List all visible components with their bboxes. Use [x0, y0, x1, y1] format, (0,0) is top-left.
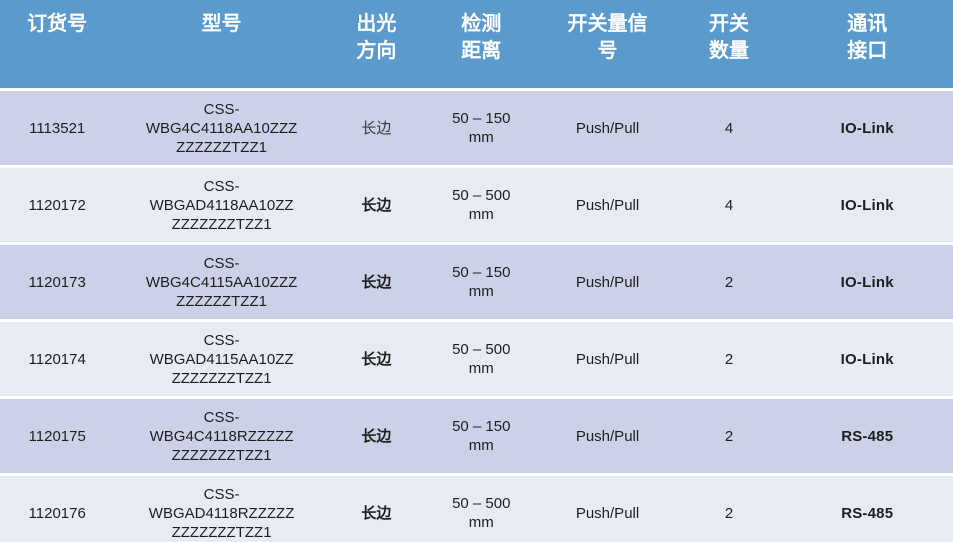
cell-detection-distance: 50 – 500 mm — [424, 168, 539, 242]
cell-detection-distance: 50 – 500 mm — [424, 476, 539, 542]
column-header-5: 开关量信 号 — [538, 0, 677, 88]
table-row: 1120175 CSS- WBG4C4118RZZZZZ ZZZZZZZTZZ1… — [0, 399, 953, 473]
cell-switch-signal: Push/Pull — [538, 476, 677, 542]
column-header-6: 开关 数量 — [676, 0, 782, 88]
cell-comm-interface: RS-485 — [781, 399, 953, 473]
cell-comm-interface: IO-Link — [781, 245, 953, 319]
column-header-4: 检测 距离 — [424, 0, 539, 88]
cell-comm-interface: IO-Link — [781, 168, 953, 242]
cell-switch-signal: Push/Pull — [538, 91, 677, 165]
cell-comm-interface: IO-Link — [781, 91, 953, 165]
cell-switch-count: 2 — [676, 322, 782, 396]
cell-switch-count: 2 — [676, 476, 782, 542]
cell-switch-count: 2 — [676, 245, 782, 319]
cell-switch-count: 4 — [676, 168, 782, 242]
cell-switch-signal: Push/Pull — [538, 322, 677, 396]
cell-switch-count: 2 — [676, 399, 782, 473]
cell-model: CSS- WBGAD4115AA10ZZ ZZZZZZZTZZ1 — [114, 322, 329, 396]
cell-order-number: 1120173 — [0, 245, 115, 319]
table-header: 订货号 型号 出光 方向 检测 距离 开关量信 号开关 数量 通讯 接口 — [0, 0, 953, 88]
cell-model: CSS- WBGAD4118RZZZZZ ZZZZZZZTZZ1 — [114, 476, 329, 542]
cell-light-direction: 长边 — [328, 322, 425, 396]
table-row: 1120172 CSS- WBGAD4118AA10ZZ ZZZZZZZTZZ1… — [0, 168, 953, 242]
cell-order-number: 1120174 — [0, 322, 115, 396]
cell-switch-signal: Push/Pull — [538, 245, 677, 319]
table-row: 1120173 CSS- WBG4C4115AA10ZZZ ZZZZZZTZZ1… — [0, 245, 953, 319]
column-header-7: 通讯 接口 — [781, 0, 953, 88]
cell-light-direction: 长边 — [328, 476, 425, 542]
cell-light-direction: 长边 — [328, 399, 425, 473]
table-row: 1120174 CSS- WBGAD4115AA10ZZ ZZZZZZZTZZ1… — [0, 322, 953, 396]
column-header-2: 型号 — [114, 0, 329, 88]
table-row: 1120176 CSS- WBGAD4118RZZZZZ ZZZZZZZTZZ1… — [0, 476, 953, 542]
cell-model: CSS- WBG4C4118AA10ZZZ ZZZZZZTZZ1 — [114, 91, 329, 165]
cell-order-number: 1120175 — [0, 399, 115, 473]
cell-comm-interface: IO-Link — [781, 322, 953, 396]
cell-light-direction: 长边 — [328, 91, 425, 165]
cell-light-direction: 长边 — [328, 245, 425, 319]
cell-comm-interface: RS-485 — [781, 476, 953, 542]
table-body: 1113521 CSS- WBG4C4118AA10ZZZ ZZZZZZTZZ1… — [0, 91, 953, 542]
cell-model: CSS- WBG4C4115AA10ZZZ ZZZZZZTZZ1 — [114, 245, 329, 319]
cell-switch-signal: Push/Pull — [538, 399, 677, 473]
cell-switch-count: 4 — [676, 91, 782, 165]
cell-detection-distance: 50 – 150 mm — [424, 245, 539, 319]
cell-detection-distance: 50 – 150 mm — [424, 91, 539, 165]
table-row: 1113521 CSS- WBG4C4118AA10ZZZ ZZZZZZTZZ1… — [0, 91, 953, 165]
cell-order-number: 1120172 — [0, 168, 115, 242]
cell-model: CSS- WBG4C4118RZZZZZ ZZZZZZZTZZ1 — [114, 399, 329, 473]
column-header-3: 出光 方向 — [328, 0, 425, 88]
cell-switch-signal: Push/Pull — [538, 168, 677, 242]
header-row: 订货号 型号 出光 方向 检测 距离 开关量信 号开关 数量 通讯 接口 — [0, 0, 953, 88]
cell-detection-distance: 50 – 150 mm — [424, 399, 539, 473]
cell-order-number: 1113521 — [0, 91, 115, 165]
cell-light-direction: 长边 — [328, 168, 425, 242]
cell-model: CSS- WBGAD4118AA10ZZ ZZZZZZZTZZ1 — [114, 168, 329, 242]
column-header-1: 订货号 — [0, 0, 115, 88]
cell-order-number: 1120176 — [0, 476, 115, 542]
cell-detection-distance: 50 – 500 mm — [424, 322, 539, 396]
